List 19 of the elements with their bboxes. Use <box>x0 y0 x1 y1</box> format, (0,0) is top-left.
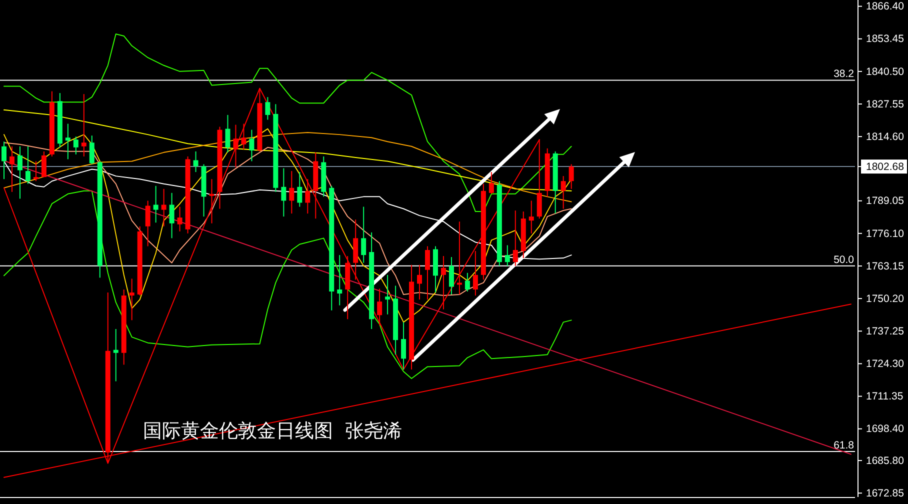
y-tick-label: 1814.60 <box>866 130 904 143</box>
y-tick-label: 1802.68 <box>866 160 904 173</box>
y-tick-label: 1827.55 <box>866 98 904 110</box>
y-tick-label: 1724.30 <box>866 358 904 370</box>
annotation: 61.8 <box>834 439 854 452</box>
y-tick-label: 1737.25 <box>866 325 904 338</box>
y-tick-label: 1789.05 <box>866 195 904 208</box>
y-tick-label: 1750.20 <box>866 292 904 305</box>
y-tick-label: 1840.50 <box>866 66 904 78</box>
y-tick-label: 1776.10 <box>866 228 904 240</box>
y-tick-label: 1685.80 <box>866 454 904 467</box>
y-tick-label: 1698.40 <box>866 423 904 436</box>
annotation: 38.2 <box>834 68 854 80</box>
y-tick-label: 1853.45 <box>866 33 904 46</box>
y-tick-label: 1763.15 <box>866 260 904 272</box>
y-tick-label: 1711.35 <box>866 390 904 403</box>
annotation: 50.0 <box>834 254 854 266</box>
y-tick-label: 1866.40 <box>866 0 904 13</box>
y-tick-label: 1672.85 <box>866 487 904 500</box>
